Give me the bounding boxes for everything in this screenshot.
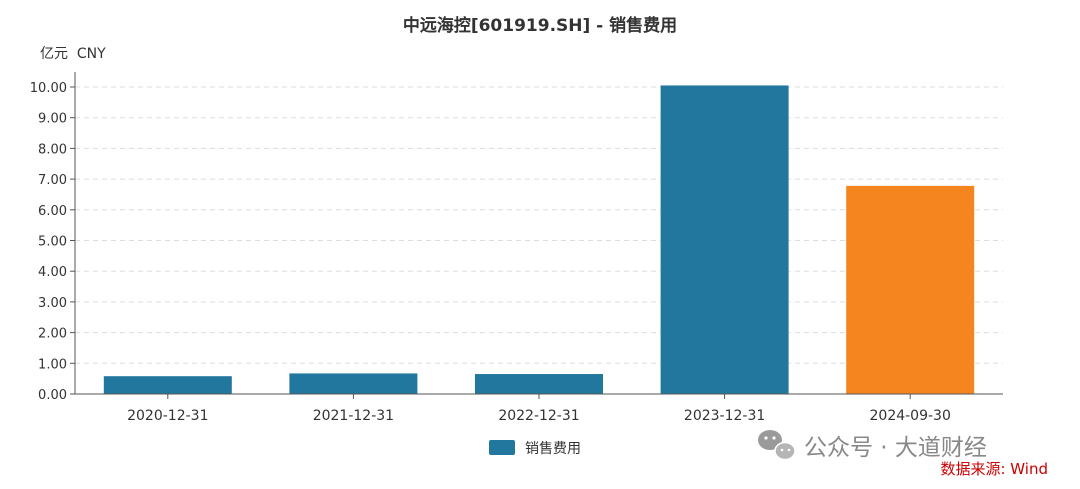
x-tick-label: 2023-12-31 [684, 408, 765, 424]
x-axis-ticks: 2020-12-31 2021-12-31 2022-12-31 2023-12-31… [127, 394, 951, 424]
bar[interactable] [289, 373, 418, 394]
y-tick-label: 4.00 [38, 265, 67, 280]
y-tick-label: 3.00 [38, 296, 67, 311]
bar[interactable] [475, 374, 603, 394]
source-note: 数据来源: Wind [940, 460, 1048, 478]
y-tick-label: 2.00 [38, 327, 67, 342]
chart-title: 中远海控[601919.SH] - 销售费用 [403, 15, 677, 36]
watermark-text: 公众号 · 大道财经 [804, 435, 987, 461]
y-tick-label: 9.00 [38, 112, 67, 127]
legend-swatch [489, 440, 515, 455]
bar[interactable] [103, 376, 232, 394]
bar[interactable] [660, 85, 789, 394]
y-unit-label: 亿元 CNY [40, 46, 106, 62]
y-tick-label: 8.00 [38, 142, 67, 157]
legend[interactable]: 销售费用 [489, 440, 581, 457]
x-tick-label: 2020-12-31 [127, 408, 208, 424]
y-tick-label: 6.00 [38, 204, 67, 219]
y-tick-label: 5.00 [38, 235, 67, 250]
x-tick-label: 2021-12-31 [313, 408, 394, 424]
y-tick-label: 0.00 [38, 388, 67, 403]
x-tick-label: 2024-09-30 [870, 408, 951, 424]
bar[interactable] [846, 185, 975, 394]
bars [103, 85, 975, 394]
y-tick-label: 1.00 [38, 357, 67, 372]
y-tick-label: 10.00 [30, 81, 67, 96]
x-tick-label: 2022-12-31 [498, 408, 579, 424]
grid-lines [75, 86, 1003, 364]
y-axis-ticks: 0.00 1.00 2.00 3.00 4.00 5.00 6.00 7.00 8.00 9.00… [30, 81, 75, 403]
watermark: 公众号 · 大道财经 [758, 430, 987, 461]
y-tick-label: 7.00 [38, 173, 67, 188]
legend-label: 销售费用 [525, 441, 581, 457]
wechat-icon [758, 430, 796, 461]
